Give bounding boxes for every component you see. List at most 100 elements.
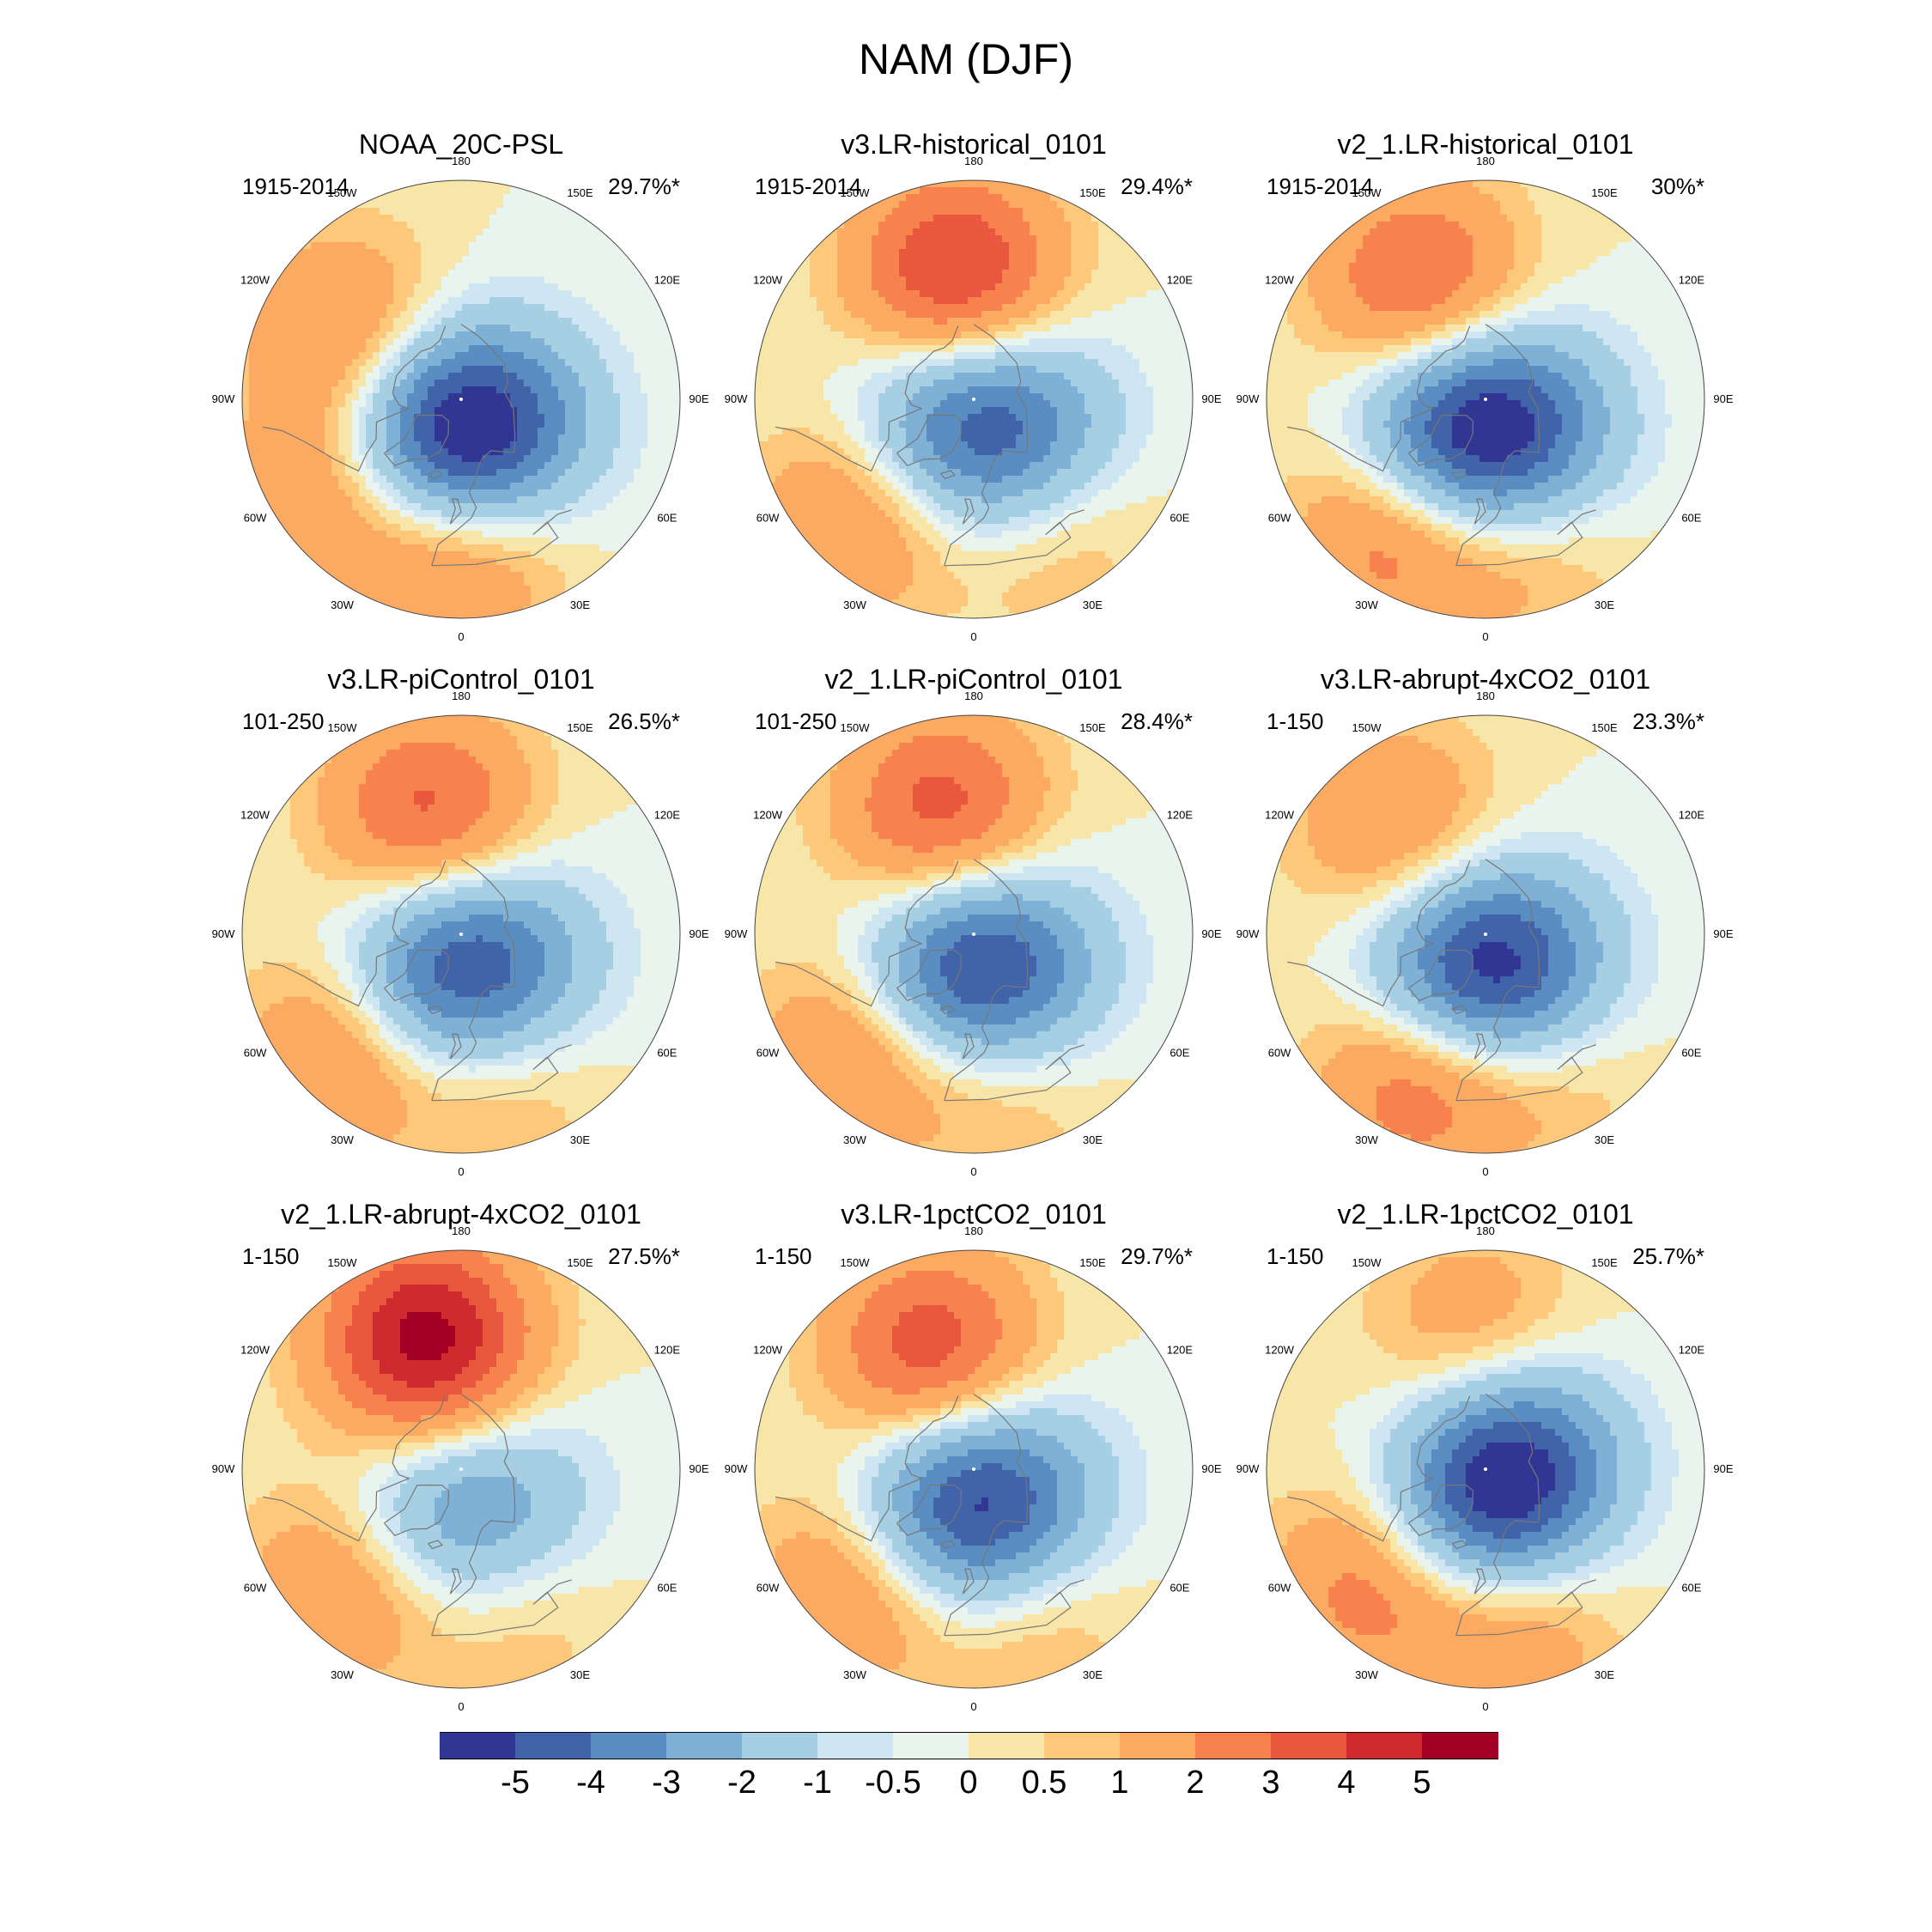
longitude-label: 90E bbox=[689, 392, 708, 405]
panel-variance: 30%* bbox=[1651, 173, 1704, 200]
pole-marker bbox=[459, 933, 463, 936]
coastline bbox=[384, 949, 450, 1002]
panel-variance: 28.4%* bbox=[1121, 708, 1193, 735]
coastline bbox=[431, 1579, 572, 1637]
longitude-label: 30E bbox=[1083, 1668, 1103, 1681]
polar-map: 180 150E 120E 90E 60E 30E 0 30W 60W 90W 120W 150W bbox=[725, 1224, 1222, 1713]
coastline bbox=[1455, 859, 1540, 1101]
longitude-label: 30W bbox=[331, 598, 354, 611]
longitude-label: 120W bbox=[753, 274, 783, 287]
panel-period: 1915-2014 bbox=[1267, 173, 1373, 200]
panel-period: 1915-2014 bbox=[755, 173, 861, 200]
pole-marker bbox=[972, 398, 975, 401]
coastline bbox=[944, 1579, 1084, 1637]
longitude-label: 120W bbox=[1265, 809, 1295, 822]
longitude-label: 0 bbox=[458, 1165, 464, 1178]
panel-period: 1-150 bbox=[242, 1243, 300, 1270]
pole-marker bbox=[459, 1467, 463, 1471]
panel-period: 101-250 bbox=[242, 708, 324, 735]
longitude-label: 60W bbox=[1268, 512, 1291, 525]
longitude-label: 120E bbox=[1167, 809, 1194, 822]
longitude-label: 60W bbox=[244, 1047, 267, 1060]
longitude-label: 90E bbox=[1713, 392, 1733, 405]
coastlines bbox=[775, 859, 1084, 1102]
map-panel: NOAA_20C-PSL 1915-2014 29.7%* 180 150E 120E 90… bbox=[195, 129, 727, 661]
coastline bbox=[944, 324, 1029, 566]
coastline bbox=[1408, 1484, 1474, 1537]
longitude-label: 90W bbox=[1236, 1462, 1260, 1475]
map-border bbox=[1266, 179, 1705, 619]
longitude-label: 60E bbox=[1170, 1582, 1189, 1595]
coastline bbox=[428, 1005, 444, 1015]
map-border bbox=[754, 1249, 1194, 1689]
colorbar-label: 4 bbox=[1337, 1765, 1355, 1801]
coastline bbox=[1455, 509, 1596, 567]
longitude-label: 60W bbox=[244, 512, 267, 525]
longitude-label: 150E bbox=[1079, 1256, 1106, 1269]
longitude-label: 90W bbox=[1236, 392, 1260, 405]
panel-title: v3.LR-piControl_0101 bbox=[195, 664, 727, 696]
longitude-label: 90E bbox=[1201, 1462, 1221, 1475]
colorbar-label: -4 bbox=[576, 1765, 605, 1801]
coastline bbox=[940, 470, 957, 480]
coastline bbox=[896, 1484, 963, 1537]
coastlines bbox=[1286, 324, 1596, 567]
colorbar-swatch bbox=[969, 1732, 1045, 1759]
longitude-label: 30W bbox=[1355, 1668, 1378, 1681]
coastline bbox=[896, 414, 963, 467]
pole-marker bbox=[1484, 398, 1487, 401]
coastlines bbox=[1286, 1394, 1596, 1637]
longitude-label: 150W bbox=[1352, 721, 1382, 734]
coastline bbox=[262, 860, 447, 1007]
panel-title: v3.LR-historical_0101 bbox=[708, 129, 1240, 161]
coastline bbox=[431, 1044, 572, 1102]
panel-period: 1-150 bbox=[755, 1243, 812, 1270]
coastline bbox=[1452, 1540, 1468, 1550]
longitude-label: 150E bbox=[1079, 721, 1106, 734]
longitude-label: 120W bbox=[1265, 274, 1295, 287]
longitude-label: 150E bbox=[1591, 1256, 1618, 1269]
longitude-label: 180 bbox=[1476, 1224, 1495, 1237]
longitude-label: 180 bbox=[452, 155, 471, 167]
longitude-label: 0 bbox=[458, 630, 464, 643]
field-shading bbox=[242, 715, 680, 1153]
longitude-label: 30E bbox=[1595, 598, 1614, 611]
colorbar-label: -0.5 bbox=[865, 1765, 920, 1801]
colorbar-swatch bbox=[893, 1732, 969, 1759]
longitude-label: 150W bbox=[328, 1256, 358, 1269]
panel-title: v2_1.LR-abrupt-4xCO2_0101 bbox=[195, 1199, 727, 1230]
coastline bbox=[431, 509, 572, 567]
longitude-label: 30W bbox=[843, 1668, 866, 1681]
longitude-label: 30E bbox=[1595, 1133, 1614, 1146]
colorbar-label: -1 bbox=[803, 1765, 832, 1801]
panel-title: v2_1.LR-historical_0101 bbox=[1219, 129, 1752, 161]
coastline bbox=[1473, 498, 1486, 525]
longitude-label: 90E bbox=[1713, 1462, 1733, 1475]
longitude-label: 120W bbox=[240, 809, 270, 822]
longitude-label: 30E bbox=[570, 1133, 590, 1146]
colorbar-label: -3 bbox=[652, 1765, 681, 1801]
coastlines bbox=[262, 859, 572, 1102]
field-shading bbox=[755, 180, 1193, 618]
polar-map: 180 150E 120E 90E 60E 30E 0 30W 60W 90W 120W 150W bbox=[212, 155, 709, 643]
coastline bbox=[962, 1568, 975, 1595]
coastline bbox=[428, 470, 444, 480]
coastline bbox=[944, 509, 1084, 567]
field-shading bbox=[242, 1250, 680, 1688]
colorbar-label: 1 bbox=[1110, 1765, 1128, 1801]
longitude-label: 120E bbox=[1167, 274, 1194, 287]
longitude-label: 180 bbox=[964, 155, 983, 167]
longitude-label: 120E bbox=[1679, 1344, 1705, 1357]
longitude-label: 60E bbox=[1170, 512, 1189, 525]
longitude-label: 180 bbox=[452, 1224, 471, 1237]
coastline bbox=[431, 324, 516, 566]
coastline bbox=[1452, 470, 1468, 480]
longitude-label: 120E bbox=[654, 274, 681, 287]
polar-map: 180 150E 120E 90E 60E 30E 0 30W 60W 90W 120W 150W bbox=[1236, 690, 1734, 1178]
figure-title: NAM (DJF) bbox=[0, 34, 1932, 84]
longitude-label: 150W bbox=[1352, 1256, 1382, 1269]
coastline bbox=[1455, 1579, 1596, 1637]
colorbar-label: 0.5 bbox=[1022, 1765, 1067, 1801]
longitude-label: 90W bbox=[212, 1462, 235, 1475]
longitude-label: 30E bbox=[570, 1668, 590, 1681]
